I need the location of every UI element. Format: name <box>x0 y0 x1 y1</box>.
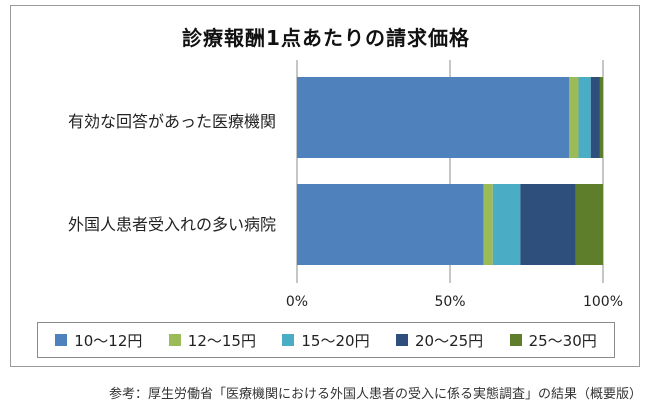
category-label-0: 有効な回答があった医療機関 <box>67 112 276 131</box>
legend-label: 20～25円 <box>414 331 484 350</box>
bar-segment <box>483 184 493 265</box>
legend: 10～12円 12～15円 15～20円 20～25円 25～30円 <box>37 322 615 358</box>
legend-label: 25～30円 <box>528 331 597 350</box>
bar-segment <box>297 77 570 158</box>
bar-segment <box>578 77 591 158</box>
chart-title: 診療報酬1点あたりの請求価格 <box>182 26 470 50</box>
legend-item: 10～12円 <box>55 330 142 351</box>
bar-segment <box>297 184 484 265</box>
legend-label: 12～15円 <box>187 331 256 350</box>
bar-segment <box>599 77 603 158</box>
x-tick-label-2: 100% <box>582 294 624 310</box>
category-label-1: 外国人患者受入れの多い病院 <box>67 215 276 234</box>
legend-item: 25～30円 <box>509 330 597 351</box>
bar-segment <box>520 184 576 265</box>
legend-item: 20～25円 <box>395 330 484 351</box>
legend-label: 10～12円 <box>74 331 143 350</box>
legend-item: 12～15円 <box>168 330 256 351</box>
x-tick-label-1: 50% <box>434 294 466 310</box>
legend-swatch <box>168 334 181 346</box>
legend-item: 15～20円 <box>282 330 370 351</box>
legend-swatch <box>395 334 408 346</box>
legend-label: 15～20円 <box>301 331 370 350</box>
source-note: 参考：厚生労働省「医療機関における外国人患者の受入に係る実態調査」の結果（概要版… <box>108 387 642 402</box>
legend-swatch <box>509 334 522 346</box>
bar-segment <box>590 77 600 158</box>
legend-swatch <box>282 334 295 346</box>
bar-segment <box>492 184 521 265</box>
bar-segment <box>575 184 603 265</box>
legend-swatch <box>55 334 68 346</box>
x-tick-label-0: 0% <box>285 294 309 310</box>
bar-segment <box>569 77 579 158</box>
